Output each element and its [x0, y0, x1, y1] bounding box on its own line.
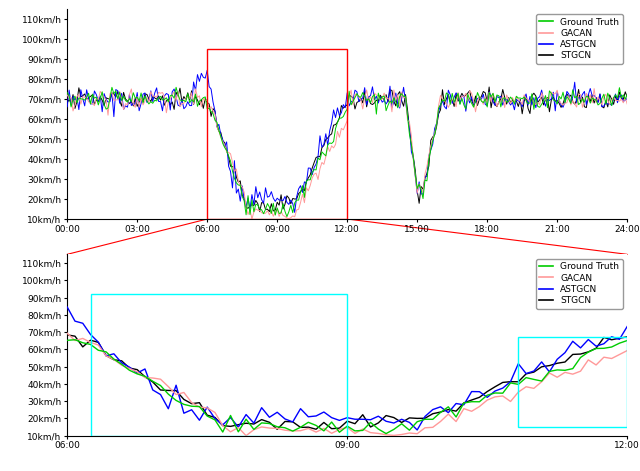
Legend: Ground Truth, GACAN, ASTGCN, STGCN: Ground Truth, GACAN, ASTGCN, STGCN [536, 259, 623, 309]
Legend: Ground Truth, GACAN, ASTGCN, STGCN: Ground Truth, GACAN, ASTGCN, STGCN [536, 14, 623, 64]
Bar [90, 294, 348, 436]
Bar [518, 337, 627, 427]
Bar [207, 49, 347, 219]
